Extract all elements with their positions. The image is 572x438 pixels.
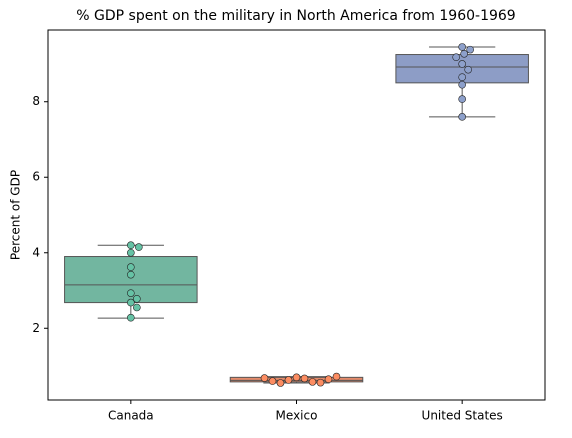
y-axis-label: Percent of GDP bbox=[9, 170, 23, 260]
data-point bbox=[324, 375, 333, 384]
data-point bbox=[127, 298, 135, 307]
data-point bbox=[460, 49, 468, 58]
data-point bbox=[458, 95, 466, 103]
data-point bbox=[458, 43, 466, 51]
data-point bbox=[332, 372, 341, 381]
data-point bbox=[260, 374, 269, 382]
data-point bbox=[466, 45, 474, 54]
data-point bbox=[127, 289, 135, 297]
y-tick-label: 8 bbox=[32, 94, 40, 108]
data-point bbox=[127, 241, 135, 250]
data-point bbox=[135, 243, 143, 251]
y-tick-label: 4 bbox=[32, 245, 40, 259]
data-point bbox=[458, 60, 466, 68]
data-point bbox=[127, 263, 135, 271]
data-point bbox=[300, 374, 309, 383]
plot-frame bbox=[47, 29, 546, 401]
data-point bbox=[308, 378, 317, 386]
y-tick-label: 6 bbox=[32, 170, 40, 184]
data-point bbox=[458, 73, 466, 81]
data-point bbox=[452, 53, 460, 61]
data-point bbox=[127, 270, 135, 279]
data-point bbox=[284, 376, 293, 384]
x-tick-label: Canada bbox=[108, 409, 154, 423]
chart-title: % GDP spent on the military in North Ame… bbox=[76, 8, 515, 24]
data-point bbox=[268, 377, 277, 385]
x-tick-label: Mexico bbox=[276, 409, 318, 423]
data-point bbox=[276, 379, 285, 387]
data-point bbox=[127, 248, 135, 257]
data-point bbox=[292, 373, 301, 382]
x-tick-label: United States bbox=[422, 409, 503, 423]
data-point bbox=[458, 113, 466, 121]
box bbox=[395, 54, 529, 84]
data-point bbox=[133, 303, 141, 312]
data-point bbox=[464, 65, 472, 74]
y-tick-label: 2 bbox=[32, 321, 40, 335]
data-point bbox=[133, 295, 141, 303]
data-point bbox=[316, 378, 325, 387]
data-point bbox=[127, 313, 135, 322]
data-point bbox=[458, 80, 466, 89]
